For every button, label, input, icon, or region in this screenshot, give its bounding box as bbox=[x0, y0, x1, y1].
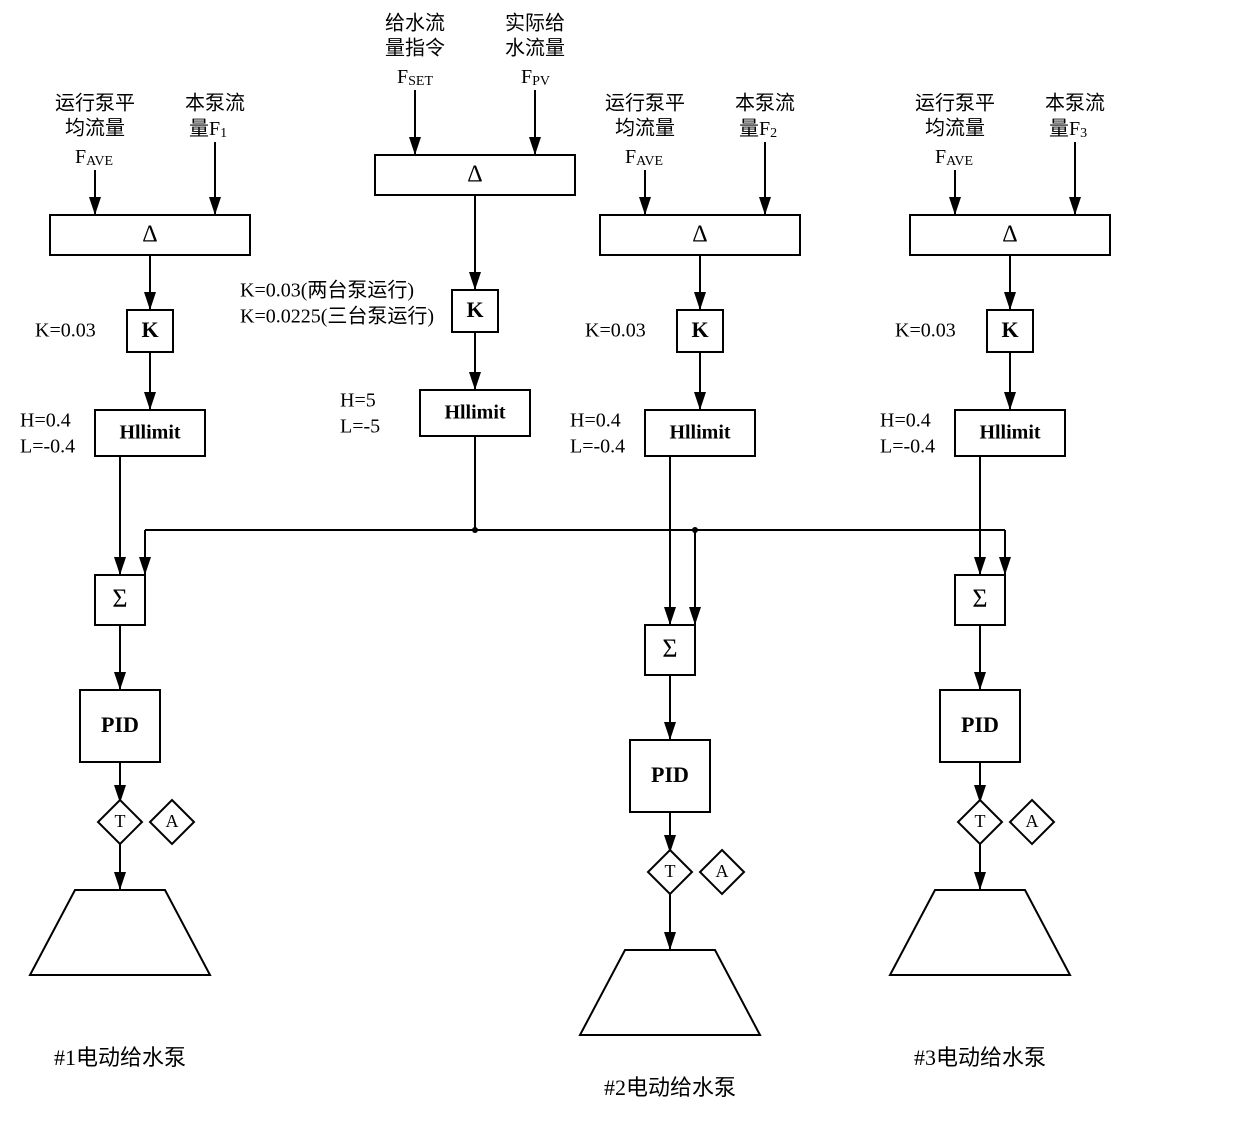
pump-trap-1 bbox=[580, 950, 760, 1035]
delta-sym-1: Δ bbox=[692, 222, 707, 248]
pump-label-1: #2电动给水泵 bbox=[604, 1075, 736, 1100]
k-sym-2: K bbox=[1001, 317, 1018, 342]
pump-label-0: #1电动给水泵 bbox=[54, 1045, 186, 1070]
pid-sym-2: PID bbox=[961, 712, 999, 737]
fn-sym-0: 量F1 bbox=[189, 118, 227, 142]
fave-sym-2: FAVE bbox=[935, 146, 973, 170]
hl-h-2: H=0.4 bbox=[880, 410, 931, 432]
t-diamond-2-label: T bbox=[975, 811, 986, 831]
fn-label-0: 本泵流 bbox=[185, 92, 245, 115]
hl-l-1: L=-0.4 bbox=[570, 436, 625, 458]
t-diamond-1-label: T bbox=[665, 861, 676, 881]
fave-sym-0: FAVE bbox=[75, 146, 113, 170]
fn-label-2: 本泵流 bbox=[1045, 92, 1105, 115]
k-main-val1: K=0.03(两台泵运行) bbox=[240, 279, 414, 302]
fpv-label: 水流量 bbox=[505, 37, 565, 60]
fave-label-1: 运行泵平 bbox=[605, 92, 685, 115]
k-sym-1: K bbox=[691, 317, 708, 342]
hl-l-2: L=-0.4 bbox=[880, 436, 935, 458]
fpv-sym: FPV bbox=[521, 66, 550, 90]
fpv-label: 实际给 bbox=[505, 12, 565, 35]
k-val-1: K=0.03 bbox=[585, 320, 646, 342]
fave-sym-1: FAVE bbox=[625, 146, 663, 170]
pump-trap-2 bbox=[890, 890, 1070, 975]
pump-label-2: #3电动给水泵 bbox=[914, 1045, 1046, 1070]
delta-sym-0: Δ bbox=[142, 222, 157, 248]
fn-sym-1: 量F2 bbox=[739, 118, 777, 142]
fave-label-0: 运行泵平 bbox=[55, 92, 135, 115]
k-val-2: K=0.03 bbox=[895, 320, 956, 342]
fset-sym: FSET bbox=[397, 66, 433, 90]
hllimit-main-sym: Hllimit bbox=[444, 402, 505, 424]
fave-label-2: 运行泵平 bbox=[915, 92, 995, 115]
fave-label-1: 均流量 bbox=[615, 117, 675, 140]
hl-h-0: H=0.4 bbox=[20, 410, 71, 432]
bus-node bbox=[692, 527, 698, 533]
a-diamond-2-label: A bbox=[1026, 811, 1039, 831]
a-diamond-0-label: A bbox=[166, 811, 179, 831]
pid-sym-1: PID bbox=[651, 762, 689, 787]
bus-node bbox=[472, 527, 478, 533]
fset-label: 给水流 bbox=[385, 12, 445, 35]
hl-main-l: L=-5 bbox=[340, 416, 380, 438]
fset-label: 量指令 bbox=[385, 37, 445, 60]
k-main-sym: K bbox=[466, 297, 483, 322]
k-main-val2: K=0.0225(三台泵运行) bbox=[240, 305, 434, 328]
hllimit-sym-2: Hllimit bbox=[979, 422, 1040, 444]
k-sym-0: K bbox=[141, 317, 158, 342]
hl-l-0: L=-0.4 bbox=[20, 436, 75, 458]
fn-sym-2: 量F3 bbox=[1049, 118, 1087, 142]
a-diamond-1-label: A bbox=[716, 861, 729, 881]
fave-label-0: 均流量 bbox=[65, 117, 125, 140]
hllimit-sym-0: Hllimit bbox=[119, 422, 180, 444]
pump-trap-0 bbox=[30, 890, 210, 975]
delta-sym-2: Δ bbox=[1002, 222, 1017, 248]
hllimit-sym-1: Hllimit bbox=[669, 422, 730, 444]
t-diamond-0-label: T bbox=[115, 811, 126, 831]
sigma-sym-1: Σ bbox=[662, 634, 677, 663]
fn-label-1: 本泵流 bbox=[735, 92, 795, 115]
hl-h-1: H=0.4 bbox=[570, 410, 621, 432]
pid-sym-0: PID bbox=[101, 712, 139, 737]
sigma-sym-2: Σ bbox=[972, 584, 987, 613]
control-diagram: 给水流量指令 FSET 实际给水流量 FPV Δ K K=0.03(两台泵运行) K=0.02… bbox=[0, 0, 1240, 1145]
fave-label-2: 均流量 bbox=[925, 117, 985, 140]
sigma-sym-0: Σ bbox=[112, 584, 127, 613]
hl-main-h: H=5 bbox=[340, 390, 376, 412]
delta-main-sym: Δ bbox=[467, 162, 482, 188]
k-val-0: K=0.03 bbox=[35, 320, 96, 342]
